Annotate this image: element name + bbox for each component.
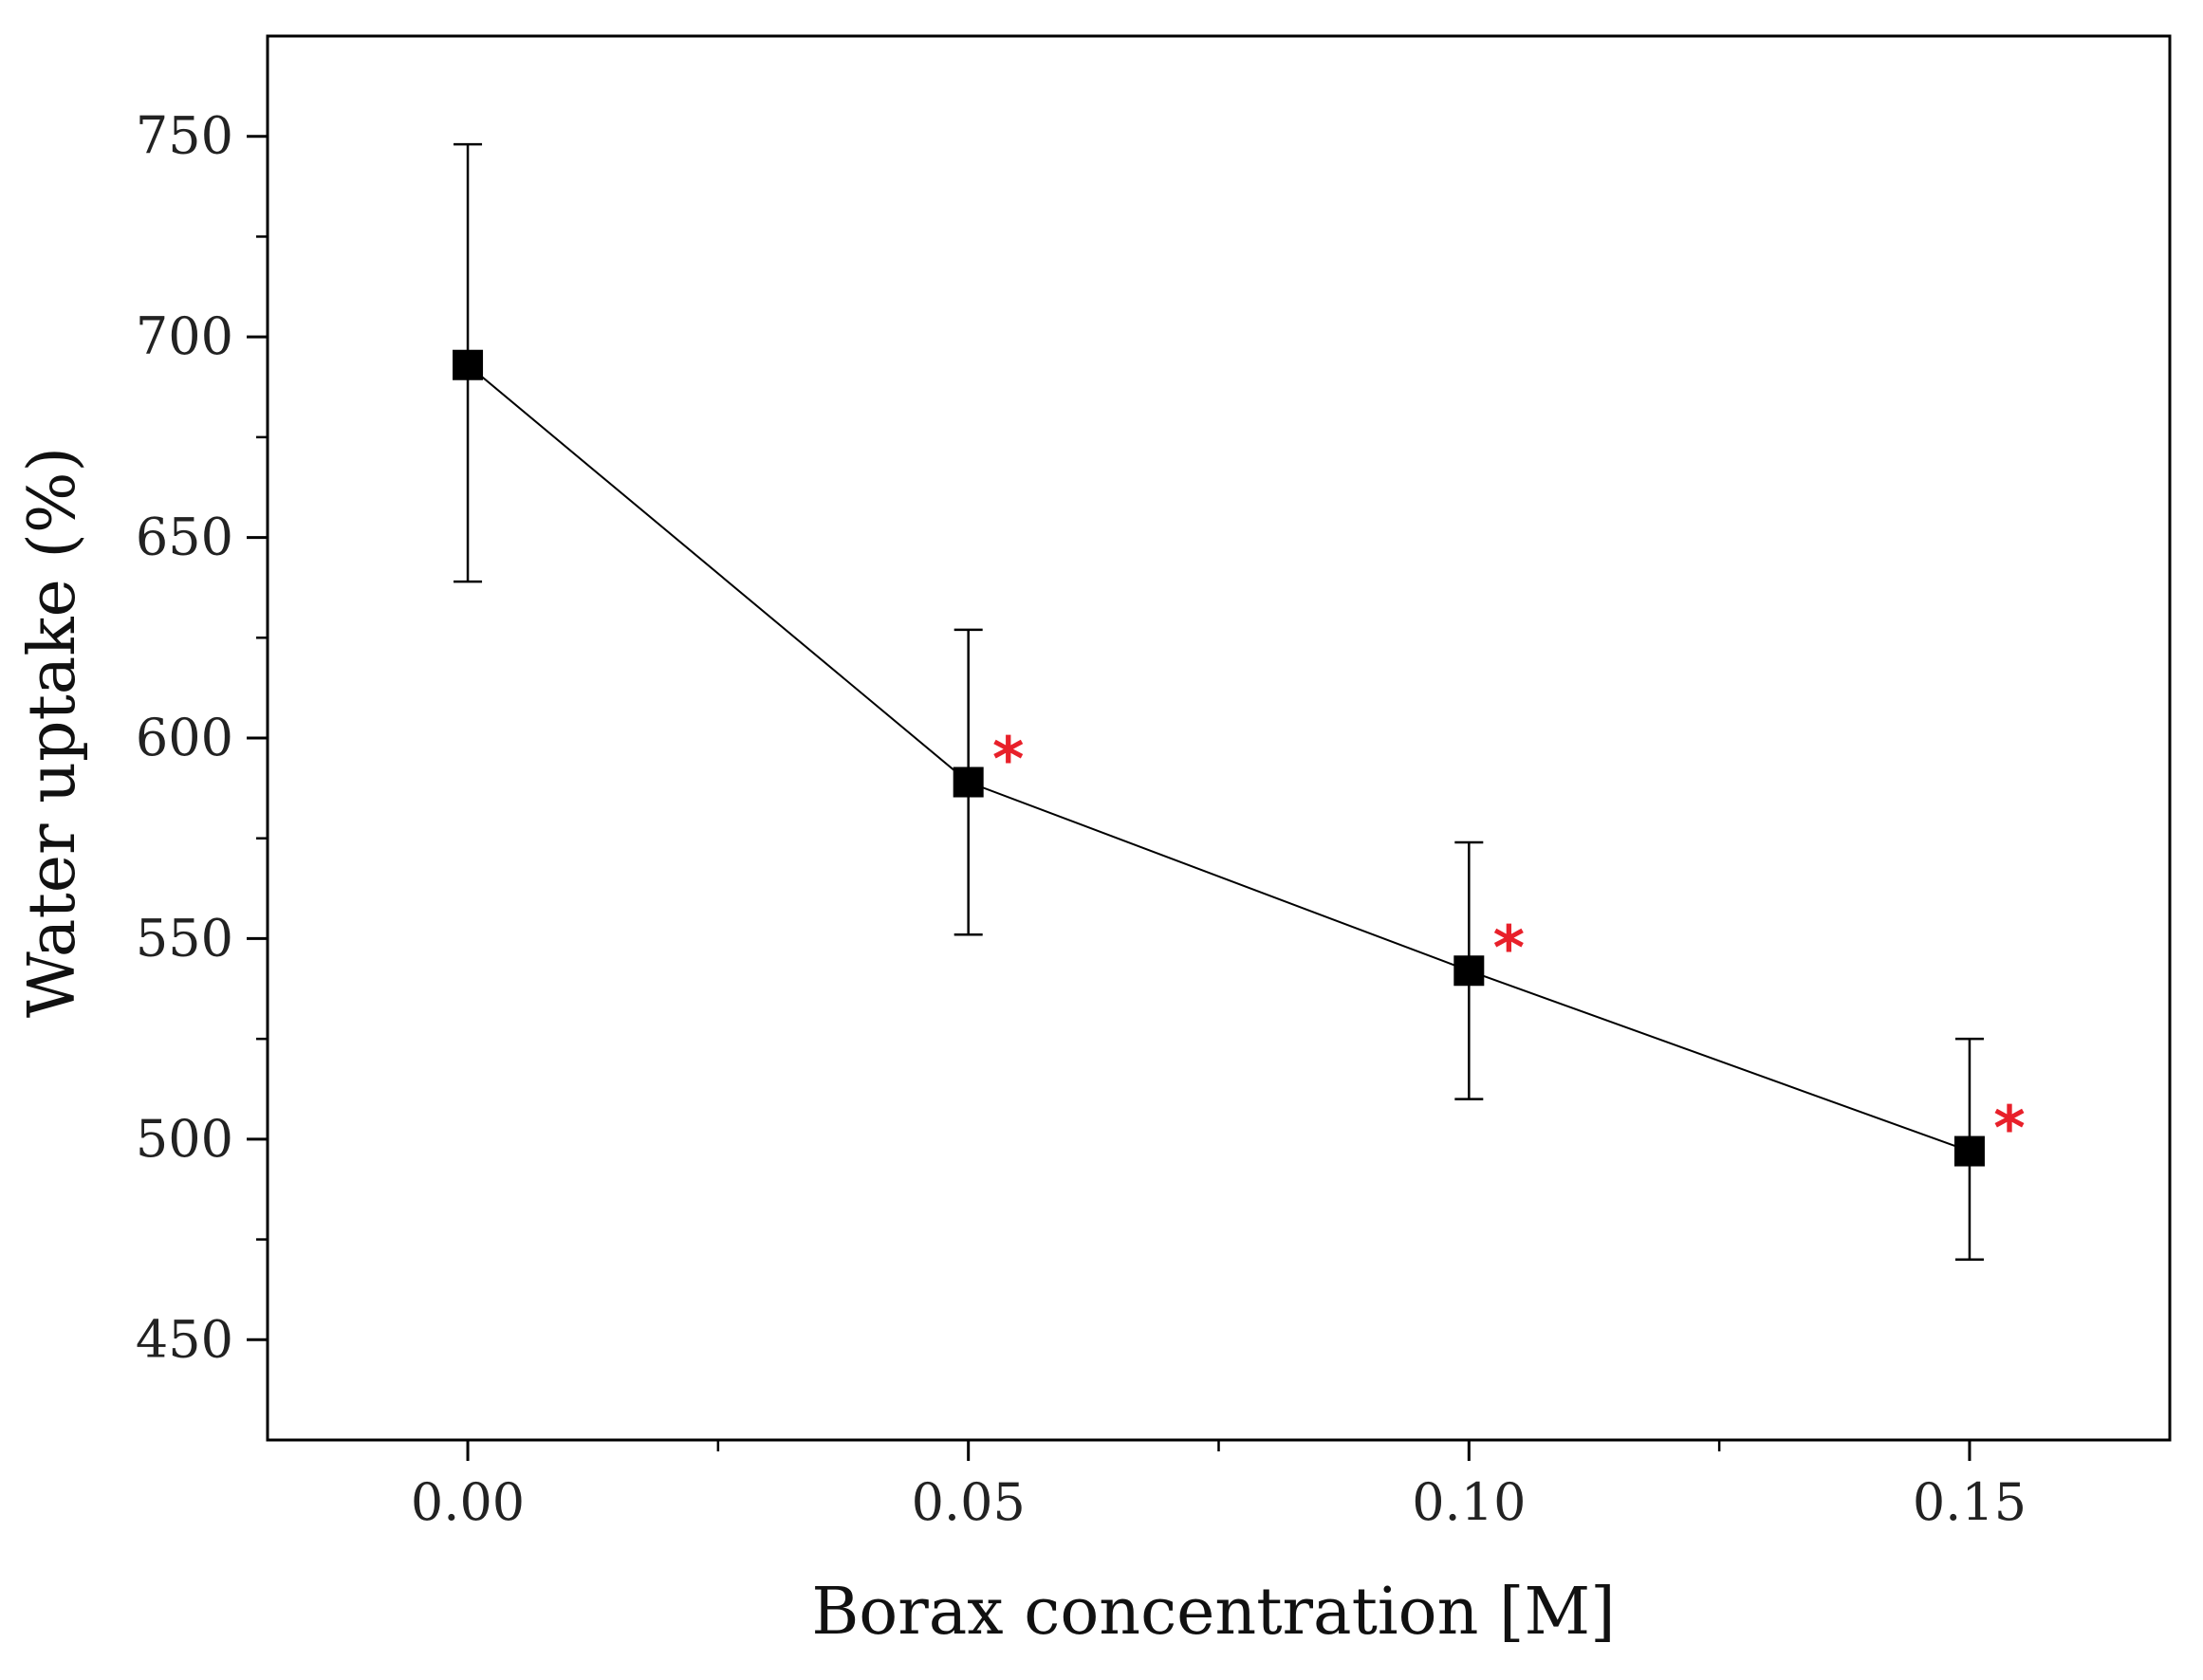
x-tick-label: 0.05: [912, 1472, 1026, 1532]
y-tick-label: 600: [136, 708, 233, 767]
series-line: [467, 363, 1971, 1153]
error-bars: [454, 142, 1984, 1261]
x-tick-label: 0.10: [1412, 1472, 1526, 1532]
data-point-marker: [1453, 955, 1485, 987]
y-tick-label: 550: [136, 908, 233, 968]
y-axis-ticks: 450 500 550 600 650 700 750: [136, 106, 268, 1369]
data-point-marker: [953, 766, 984, 798]
data-point-marker: [1953, 1135, 1985, 1167]
y-tick-label: 750: [136, 106, 233, 166]
significance-annotations: * * *: [992, 726, 2026, 1165]
x-axis-ticks: 0.00 0.05 0.10 0.15: [411, 1440, 2027, 1532]
data-point-marker: [453, 349, 484, 380]
significance-asterisk: *: [992, 726, 1024, 796]
y-tick-label: 650: [136, 508, 233, 567]
y-tick-label: 500: [136, 1109, 233, 1169]
plot-frame: [266, 34, 2172, 1442]
y-axis-title: Water uptake (%): [15, 447, 90, 1018]
y-tick-label: 700: [136, 306, 233, 366]
significance-asterisk: *: [1493, 914, 1525, 984]
x-tick-label: 0.00: [411, 1472, 525, 1532]
x-axis-title: Borax concentration [M]: [811, 1575, 1615, 1650]
x-tick-label: 0.15: [1913, 1472, 2027, 1532]
data-markers: [453, 349, 1985, 1167]
series-line-group: [467, 363, 1971, 1153]
significance-asterisk: *: [1993, 1095, 2025, 1165]
y-tick-label: 450: [136, 1309, 233, 1369]
plot-border: [266, 34, 2172, 1442]
